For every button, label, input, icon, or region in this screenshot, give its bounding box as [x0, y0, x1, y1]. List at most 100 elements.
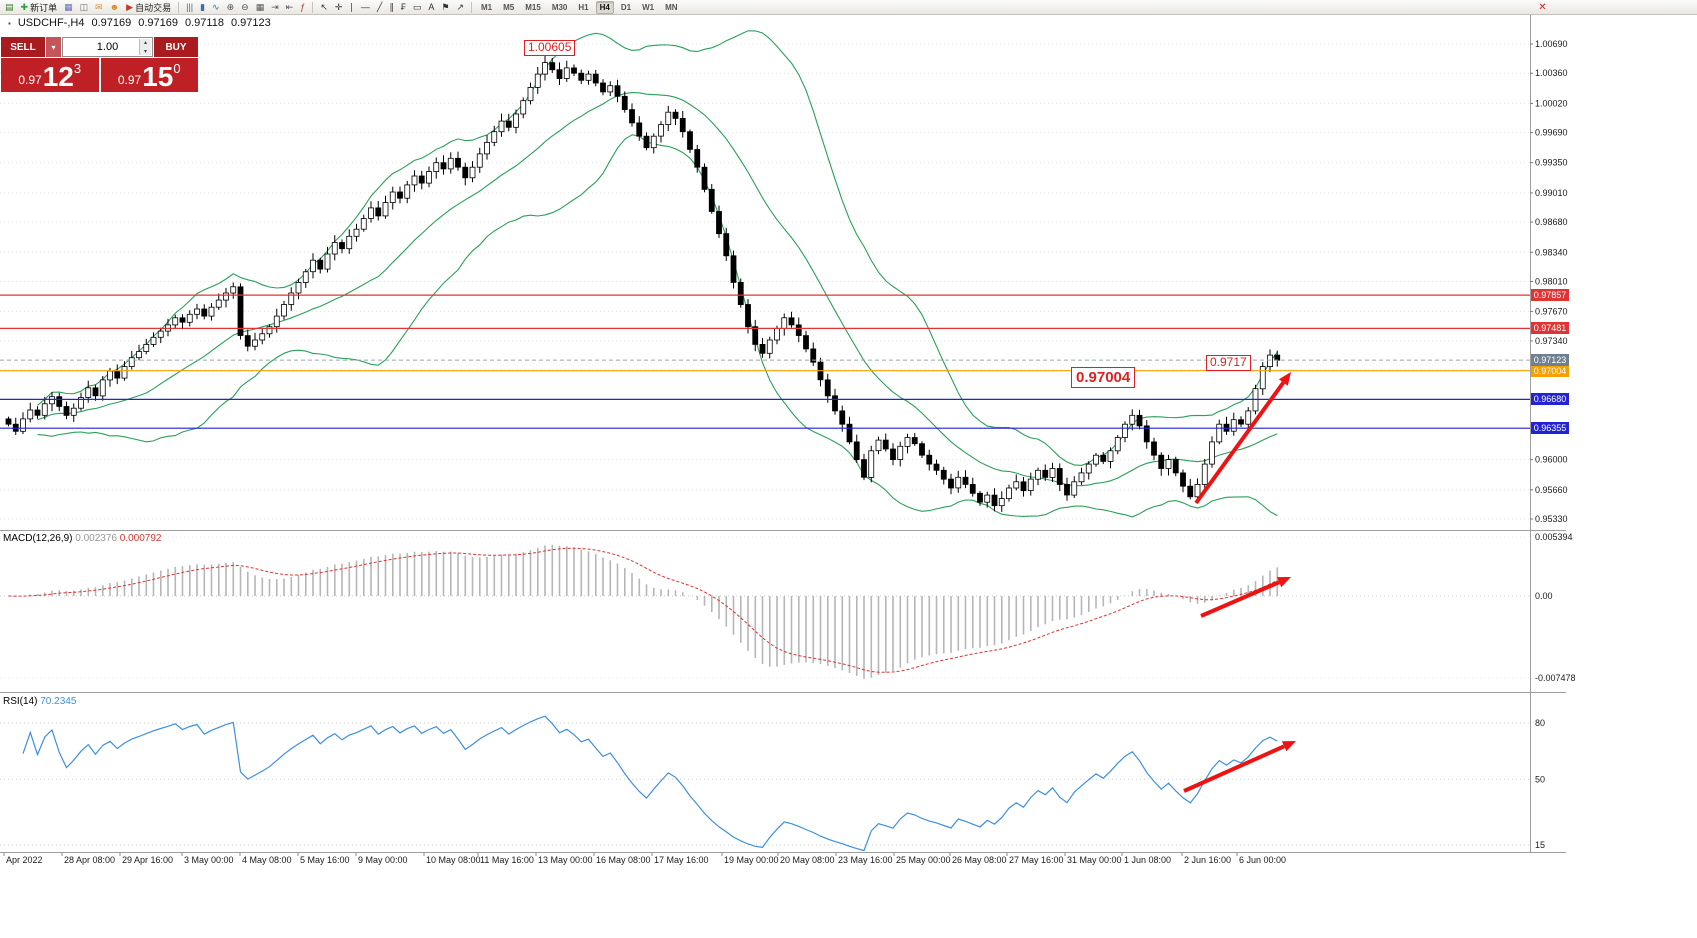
tile-windows-icon[interactable]: ▦ [253, 1, 268, 14]
text-icon[interactable]: A [425, 1, 437, 14]
chart-header: ▪ USDCHF-,H4 0.97169 0.97169 0.97118 0.9… [8, 17, 271, 29]
auto-trading-button[interactable]: ▶ 自动交易 [123, 1, 174, 14]
one-click-trading-panel: SELL ▾ 1.00 ▴ ▾ BUY 0.97 12 3 0.97 15 [1, 37, 198, 92]
new-chart-button[interactable]: ▤ [2, 1, 17, 14]
price-tick-label: 0.95660 [1535, 485, 1568, 495]
time-tick-label: 19 May 00:00 [724, 855, 779, 865]
cursor-icon[interactable]: ↖ [317, 1, 331, 14]
fibonacci-icon[interactable]: ₣ [398, 1, 409, 14]
macd-panel[interactable]: 0.005394 0.00 -0.007478 [0, 532, 1576, 683]
arrows-icon[interactable]: ↗ [453, 1, 467, 14]
horizontal-line-icon[interactable]: ― [358, 1, 373, 14]
time-tick-label: 10 May 08:00 [426, 855, 481, 865]
chart-symbol-timeframe: USDCHF-,H4 [17, 17, 85, 29]
time-tick-label: 2 Jun 16:00 [1184, 855, 1231, 865]
price-tick-label: 0.98010 [1535, 277, 1568, 287]
auto-scroll-icon[interactable]: ⇥ [268, 1, 282, 14]
timeframe-m15[interactable]: M15 [525, 2, 541, 12]
text-icon: A [428, 1, 435, 12]
ohlc-close: 0.97123 [230, 17, 271, 29]
volume-field[interactable]: 1.00 ▴ ▾ [62, 37, 153, 57]
price-badge: 0.96355 [1531, 422, 1569, 434]
timeframe-m1[interactable]: M1 [481, 2, 493, 12]
order-settings-dropdown[interactable]: ▾ [46, 37, 61, 57]
price-annotation[interactable]: 0.97004 [1071, 367, 1136, 389]
price-tick-label: 0.95330 [1535, 514, 1568, 524]
toolbar-separator [471, 1, 472, 13]
macd-name: MACD(12,26,9) [3, 533, 73, 544]
shapes-icon[interactable]: ▭ [410, 1, 425, 14]
timeframe-w1[interactable]: W1 [642, 2, 655, 12]
timeframe-d1[interactable]: D1 [620, 2, 632, 12]
rsi-value: 70.2345 [40, 696, 77, 707]
timeframe-mn[interactable]: MN [665, 2, 678, 12]
buy-price-button[interactable]: 0.97 15 0 [100, 58, 198, 92]
crosshair-icon[interactable]: ✛ [332, 1, 346, 14]
vertical-line-icon: ∣ [349, 1, 354, 12]
bollinger-middle [37, 92, 1278, 487]
time-axis[interactable]: Apr 2022 28 Apr 08:00 29 Apr 16:00 3 May 00… [3, 853, 1286, 865]
line-chart-icon: ∿ [212, 1, 220, 12]
price-tick-label: 0.99690 [1535, 128, 1568, 138]
zoom-in-icon: ⊕ [226, 1, 235, 12]
volume-stepper[interactable]: ▴ ▾ [139, 39, 151, 55]
price-axis[interactable]: 1.00690 1.00360 1.00020 0.99690 0.99350 0.990… [1530, 39, 1568, 524]
timeframe-h4[interactable]: H4 [595, 0, 614, 14]
sell-button[interactable]: SELL [1, 37, 45, 57]
auto-trading-icon: ▶ [126, 1, 134, 12]
time-tick-label: 5 May 16:00 [300, 855, 350, 865]
timeframe-h1[interactable]: H1 [578, 2, 589, 12]
timeframe-m30[interactable]: M30 [551, 2, 568, 12]
time-tick-label: 11 May 16:00 [480, 855, 534, 865]
spinner-down-icon[interactable]: ▾ [143, 49, 147, 55]
price-tick-label: 0.99350 [1535, 158, 1568, 168]
toolbar: ▤ ✚ 新订单 ▦ ◫ ✉ ☻ ▶ 自动交易 ||| ▮ ∿ ⊕ ⊖ ▦ ⇥ ⇤ ƒ ↖ ✛ ∣ ― ╱ ∥ ₣ ▭ A ⚑ ↗ M1 M5… [0, 0, 1697, 15]
price-tick-label: 0.98680 [1535, 217, 1568, 227]
vertical-line-icon[interactable]: ∣ [346, 1, 357, 14]
candles [5, 55, 1281, 512]
price-badge: 0.96680 [1531, 393, 1569, 405]
zoom-in-icon[interactable]: ⊕ [224, 1, 238, 14]
trendline-icon[interactable]: ╱ [374, 1, 385, 14]
bar-chart-icon[interactable]: ||| [183, 1, 196, 14]
trend-arrow[interactable] [1194, 372, 1291, 505]
line-chart-icon[interactable]: ∿ [209, 1, 223, 14]
price-annotation[interactable]: 1.00605 [524, 40, 576, 56]
time-tick-label: 4 May 08:00 [242, 855, 292, 865]
macd-arrow[interactable] [1200, 577, 1291, 618]
profiles-icon[interactable]: ◫ [77, 1, 92, 14]
indicators-icon[interactable]: ƒ [297, 1, 308, 14]
bollinger-bands [37, 30, 1278, 518]
macd-axis-label: 0.005394 [1535, 532, 1573, 542]
rsi-arrow[interactable] [1183, 741, 1296, 793]
price-badge: 0.97123 [1531, 354, 1569, 366]
rsi-panel[interactable]: 80 50 15 [0, 715, 1545, 852]
trendline-icon: ╱ [376, 1, 383, 12]
label-icon[interactable]: ⚑ [438, 1, 452, 14]
time-tick-label: 28 Apr 08:00 [64, 855, 115, 865]
community-icon[interactable]: ☻ [107, 1, 122, 14]
macd-main-value: 0.002376 [75, 533, 117, 544]
mail-icon[interactable]: ✉ [92, 1, 106, 14]
chart-shift-icon[interactable]: ⇤ [283, 1, 297, 14]
channel-icon[interactable]: ∥ [386, 1, 397, 14]
zoom-out-icon[interactable]: ⊖ [238, 1, 252, 14]
chart-layouts-icon[interactable]: ▦ [61, 1, 76, 14]
spinner-up-icon[interactable]: ▴ [143, 40, 147, 46]
time-tick-label: 9 May 00:00 [358, 855, 408, 865]
label-icon: ⚑ [441, 1, 450, 12]
sell-price-button[interactable]: 0.97 12 3 [1, 58, 99, 92]
rsi-axis-label: 15 [1535, 840, 1545, 850]
sell-price-sup: 3 [73, 61, 82, 76]
chevron-down-icon: ▾ [51, 42, 56, 52]
timeframe-m5[interactable]: M5 [503, 2, 515, 12]
price-annotation[interactable]: 0.9717 [1206, 355, 1251, 371]
new-order-button[interactable]: ✚ 新订单 [18, 1, 61, 14]
candlestick-chart-icon[interactable]: ▮ [197, 1, 208, 14]
macd-signal-line [8, 547, 1278, 673]
close-icon[interactable]: ✕ [1538, 2, 1547, 13]
horizontal-levels [0, 294, 1530, 429]
price-badge: 0.97857 [1531, 289, 1569, 301]
buy-button[interactable]: BUY [154, 37, 198, 57]
